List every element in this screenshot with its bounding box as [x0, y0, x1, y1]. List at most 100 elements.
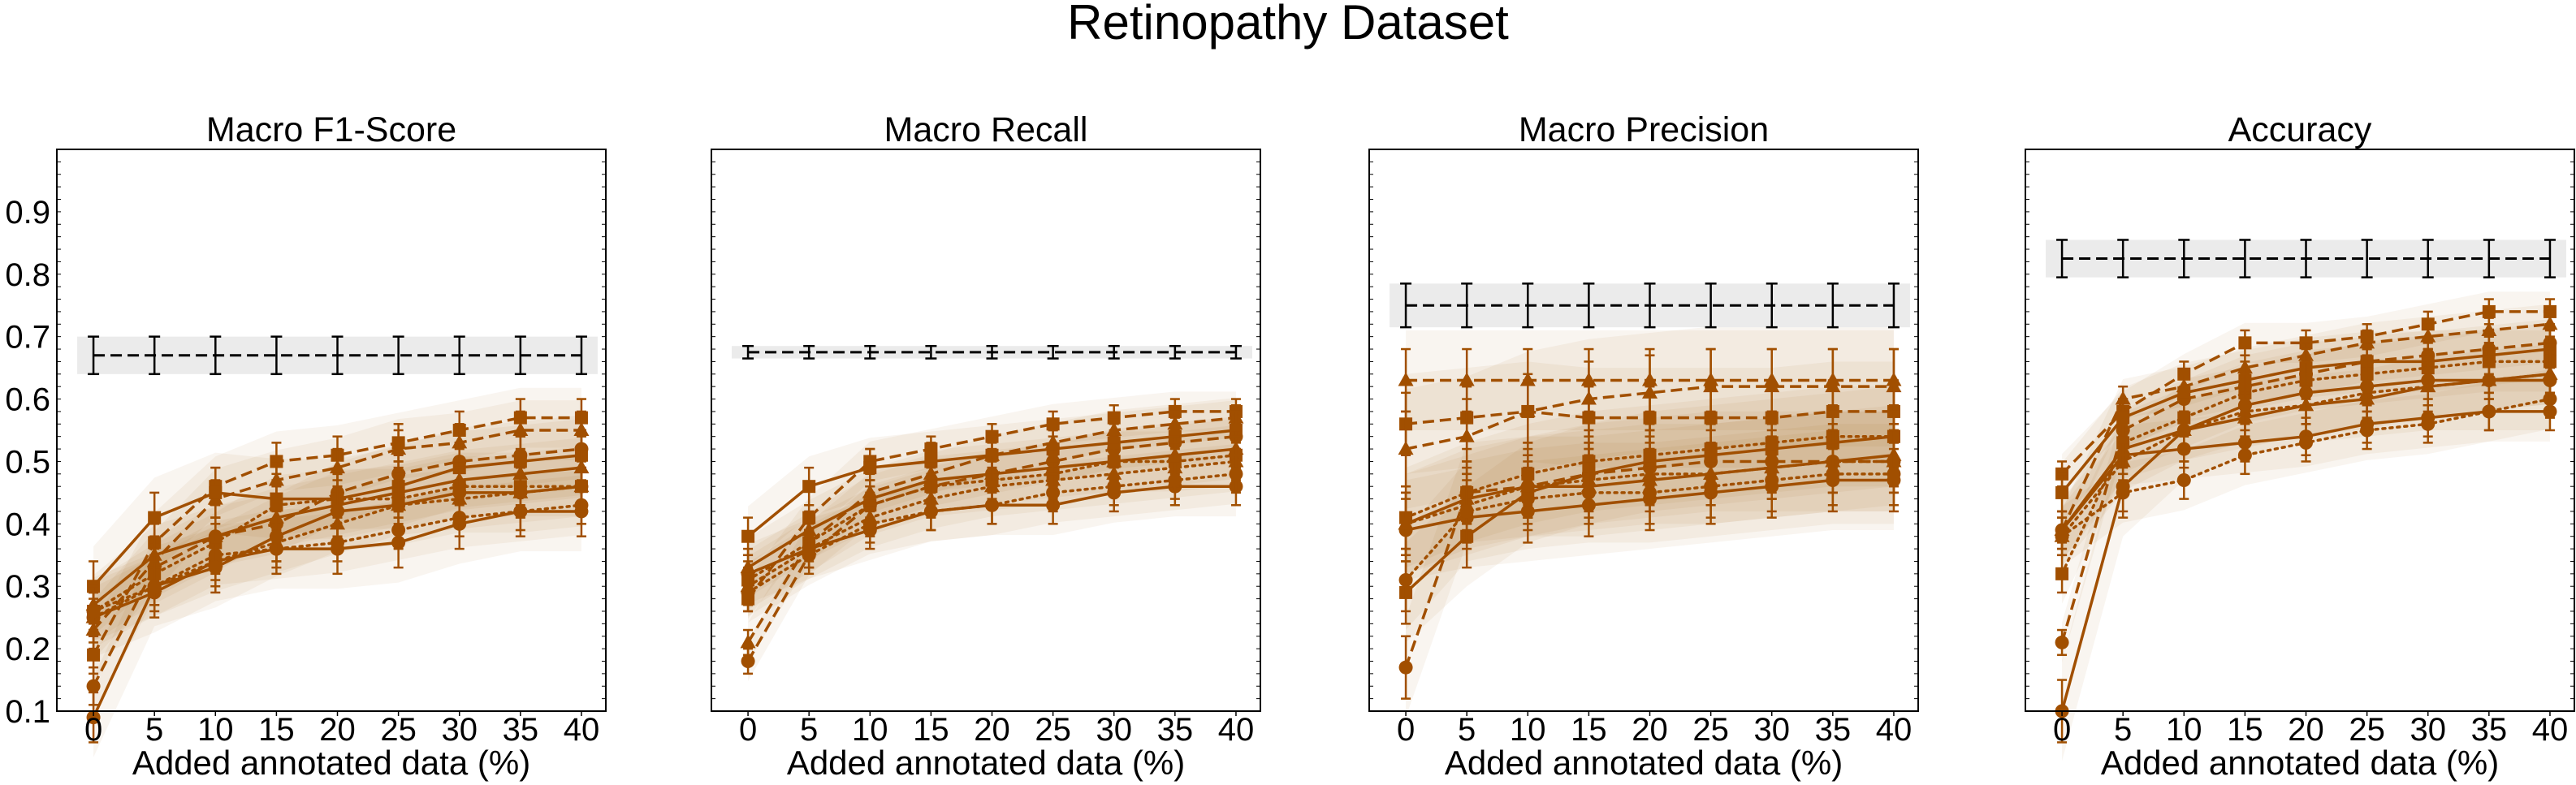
data-point: [802, 548, 816, 563]
data-point: [923, 504, 938, 519]
x-tick-label: 10: [2166, 712, 2202, 748]
data-point: [87, 648, 101, 662]
data-point: [1168, 473, 1182, 488]
x-tick-label: 10: [852, 712, 888, 748]
series-line: [746, 454, 1238, 582]
series-line: [92, 429, 581, 632]
x-tick-label: 20: [1632, 712, 1668, 748]
series-8: [741, 454, 1243, 613]
data-point: [985, 498, 1000, 512]
data-point: [1398, 372, 1414, 386]
y-tick-label: 0.3: [5, 569, 50, 605]
data-point: [2055, 529, 2069, 544]
x-tick-label: 25: [1035, 712, 1071, 748]
data-point: [1643, 485, 1658, 500]
data-point: [1459, 372, 1475, 386]
x-tick-label: 25: [1692, 712, 1729, 748]
data-point: [513, 485, 528, 500]
y-tick-label: 0.1: [5, 694, 50, 730]
x-tick-label: 5: [145, 712, 163, 748]
series-line: [2060, 310, 2550, 476]
data-point: [269, 529, 283, 544]
data-point: [2543, 373, 2557, 387]
x-tick-label: 30: [1753, 712, 1790, 748]
x-tick-label: 0: [84, 712, 102, 748]
axes-frame: [2025, 149, 2575, 712]
x-tick-label: 15: [258, 712, 295, 748]
data-point: [2359, 334, 2375, 349]
data-point: [148, 511, 162, 524]
x-tick-label: 30: [2410, 712, 2446, 748]
y-tick-label: 0.4: [5, 507, 50, 542]
x-tick-label: 0: [2053, 712, 2071, 748]
y-tick-label: 0.7: [5, 320, 50, 356]
data-point: [1886, 372, 1902, 386]
data-point: [2421, 373, 2436, 387]
data-point: [1046, 485, 1061, 500]
data-point: [1398, 515, 1414, 530]
data-point: [1519, 372, 1536, 386]
panel-title: Macro Recall: [884, 110, 1088, 149]
series-line: [92, 416, 581, 656]
axes-frame: [711, 149, 1261, 712]
data-point: [1642, 372, 1658, 386]
series-line: [1404, 459, 1894, 668]
data-point: [1765, 473, 1779, 488]
data-point: [573, 422, 590, 436]
data-point: [270, 498, 283, 512]
data-point: [2238, 336, 2252, 350]
axes-frame: [1368, 149, 1919, 712]
data-point: [2116, 411, 2130, 425]
data-point: [1764, 372, 1780, 386]
x-tick-label: 15: [1571, 712, 1607, 748]
x-tick-label: 30: [441, 712, 478, 748]
data-point: [1229, 467, 1243, 481]
x-tick-label: 20: [974, 712, 1010, 748]
data-point: [1704, 479, 1718, 494]
data-point: [391, 441, 407, 455]
panel-0: 0.1 0.2 0.3 0.4 0.5 0.6 0.7 0.8 0.9 0 5 10 15 20 25 30 3…: [5, 110, 607, 782]
data-point: [1825, 372, 1841, 386]
data-point: [331, 504, 345, 519]
data-point: [741, 653, 755, 668]
data-point: [1703, 372, 1719, 386]
panel-3: 0 5 10 15 20 25 30 35 40 Accuracy Added annotated …: [2025, 110, 2575, 782]
x-tick-label: 5: [1458, 712, 1476, 748]
data-point: [2115, 390, 2131, 405]
x-tick-label: 40: [1218, 712, 1255, 748]
data-point: [330, 459, 346, 474]
data-point: [574, 479, 589, 494]
x-tick-label: 15: [913, 712, 949, 748]
data-point: [1398, 660, 1413, 675]
data-point: [2421, 416, 2436, 431]
x-tick-label: 10: [197, 712, 234, 748]
data-point: [2177, 386, 2191, 399]
series-8: [1398, 442, 1901, 613]
data-point: [1520, 492, 1535, 507]
series-9: [2055, 347, 2557, 744]
data-point: [863, 461, 877, 475]
series-line: [1405, 385, 1894, 451]
y-tick-label: 0.9: [5, 195, 50, 231]
data-point: [86, 710, 101, 725]
x-axis-label: Added annotated data (%): [132, 744, 530, 782]
x-tick-label: 35: [1815, 712, 1852, 748]
x-tick-label: 30: [1096, 712, 1132, 748]
x-axis-label: Added annotated data (%): [1445, 744, 1843, 782]
x-axis-label: Added annotated data (%): [2101, 744, 2499, 782]
data-point: [1398, 573, 1413, 588]
x-tick-label: 40: [564, 712, 600, 748]
data-point: [862, 516, 877, 531]
x-tick-label: 5: [800, 712, 818, 748]
data-point: [2055, 485, 2069, 499]
x-tick-label: 35: [2471, 712, 2508, 748]
x-tick-label: 40: [2532, 712, 2569, 748]
x-tick-label: 10: [1510, 712, 1546, 748]
data-point: [452, 434, 468, 449]
panels: 0.1 0.2 0.3 0.4 0.5 0.6 0.7 0.8 0.9 0 5 10 15 20 25 30 3…: [5, 110, 2575, 782]
data-point: [2055, 635, 2069, 649]
data-point: [2237, 448, 2252, 463]
x-tick-label: 40: [1876, 712, 1913, 748]
x-tick-label: 20: [319, 712, 356, 748]
data-point: [1459, 428, 1475, 442]
